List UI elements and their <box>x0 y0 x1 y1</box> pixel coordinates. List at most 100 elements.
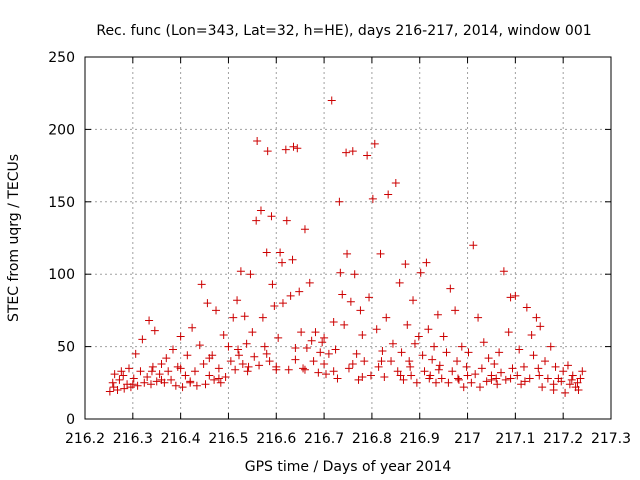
data-point <box>520 377 529 386</box>
data-point <box>522 303 531 312</box>
data-point <box>543 374 552 383</box>
data-point <box>451 306 460 315</box>
data-point <box>358 331 367 340</box>
data-point <box>475 383 484 392</box>
x-tick-label: 216.7 <box>304 431 344 447</box>
y-axis-label: STEC from uqrg / TECUs <box>6 154 22 322</box>
data-point <box>360 357 369 366</box>
data-point <box>453 374 462 383</box>
data-point <box>557 377 566 386</box>
data-point <box>243 367 252 376</box>
x-tick-label: 217 <box>454 431 481 447</box>
data-point <box>549 380 558 389</box>
data-point <box>363 151 372 160</box>
data-point <box>168 345 177 354</box>
data-point <box>327 96 336 105</box>
data-point <box>320 359 329 368</box>
data-point <box>431 378 440 387</box>
data-point <box>409 296 418 305</box>
data-point <box>155 370 164 379</box>
data-point <box>295 287 304 296</box>
data-point <box>176 332 185 341</box>
data-point <box>190 367 199 376</box>
data-point <box>119 371 128 380</box>
data-point <box>140 378 149 387</box>
data-point <box>314 368 323 377</box>
data-point <box>244 362 253 371</box>
data-point <box>162 354 171 363</box>
data-point <box>573 378 582 387</box>
data-point <box>469 241 478 250</box>
data-point <box>288 255 297 264</box>
data-point <box>541 357 550 366</box>
data-point <box>448 367 457 376</box>
data-point <box>366 371 375 380</box>
data-point <box>403 320 412 329</box>
data-point <box>305 278 314 287</box>
y-tick-label: 200 <box>48 122 75 138</box>
data-point <box>384 190 393 199</box>
data-point <box>248 328 257 337</box>
data-point <box>462 362 471 371</box>
data-point <box>372 325 381 334</box>
data-point <box>414 332 423 341</box>
data-point <box>262 248 271 257</box>
data-point <box>439 332 448 341</box>
data-point <box>378 346 387 355</box>
y-tick-label: 0 <box>66 412 75 428</box>
data-point <box>382 313 391 322</box>
data-point <box>167 375 176 384</box>
data-point <box>197 280 206 289</box>
data-point <box>561 388 570 397</box>
data-point <box>164 367 173 376</box>
data-point <box>463 371 472 380</box>
data-point <box>318 338 327 347</box>
data-point <box>559 367 568 376</box>
data-point <box>282 216 291 225</box>
data-point <box>490 359 499 368</box>
data-point <box>147 367 156 376</box>
data-point <box>482 377 491 386</box>
data-point <box>157 375 166 384</box>
data-point <box>428 355 437 364</box>
data-point <box>201 380 210 389</box>
data-point <box>342 148 351 157</box>
data-point <box>291 344 300 353</box>
data-point <box>229 313 238 322</box>
x-tick-label: 216.8 <box>352 431 392 447</box>
data-point <box>255 361 264 370</box>
data-point <box>425 374 434 383</box>
data-point <box>331 345 340 354</box>
data-point <box>515 345 524 354</box>
data-point <box>501 375 510 384</box>
data-point <box>525 374 534 383</box>
data-point <box>329 367 338 376</box>
data-point <box>284 365 293 374</box>
x-tick-label: 216.6 <box>256 431 296 447</box>
data-point <box>535 371 544 380</box>
data-point <box>574 386 583 395</box>
data-point <box>416 268 425 277</box>
data-point <box>199 359 208 368</box>
data-point <box>358 373 367 382</box>
data-point <box>212 306 221 315</box>
data-point <box>410 339 419 348</box>
data-point <box>265 357 274 366</box>
data-point <box>324 349 333 358</box>
data-point <box>529 351 538 360</box>
data-point <box>250 352 259 361</box>
data-point <box>152 377 161 386</box>
data-point <box>234 345 243 354</box>
data-point <box>493 380 502 389</box>
data-point <box>446 284 455 293</box>
data-point <box>320 333 329 342</box>
y-tick-label: 100 <box>48 267 75 283</box>
data-point <box>527 331 536 340</box>
data-point <box>499 267 508 276</box>
data-point <box>335 197 344 206</box>
data-point <box>346 297 355 306</box>
data-point <box>109 383 118 392</box>
data-point <box>422 258 431 267</box>
data-point <box>474 313 483 322</box>
data-point <box>322 370 331 379</box>
